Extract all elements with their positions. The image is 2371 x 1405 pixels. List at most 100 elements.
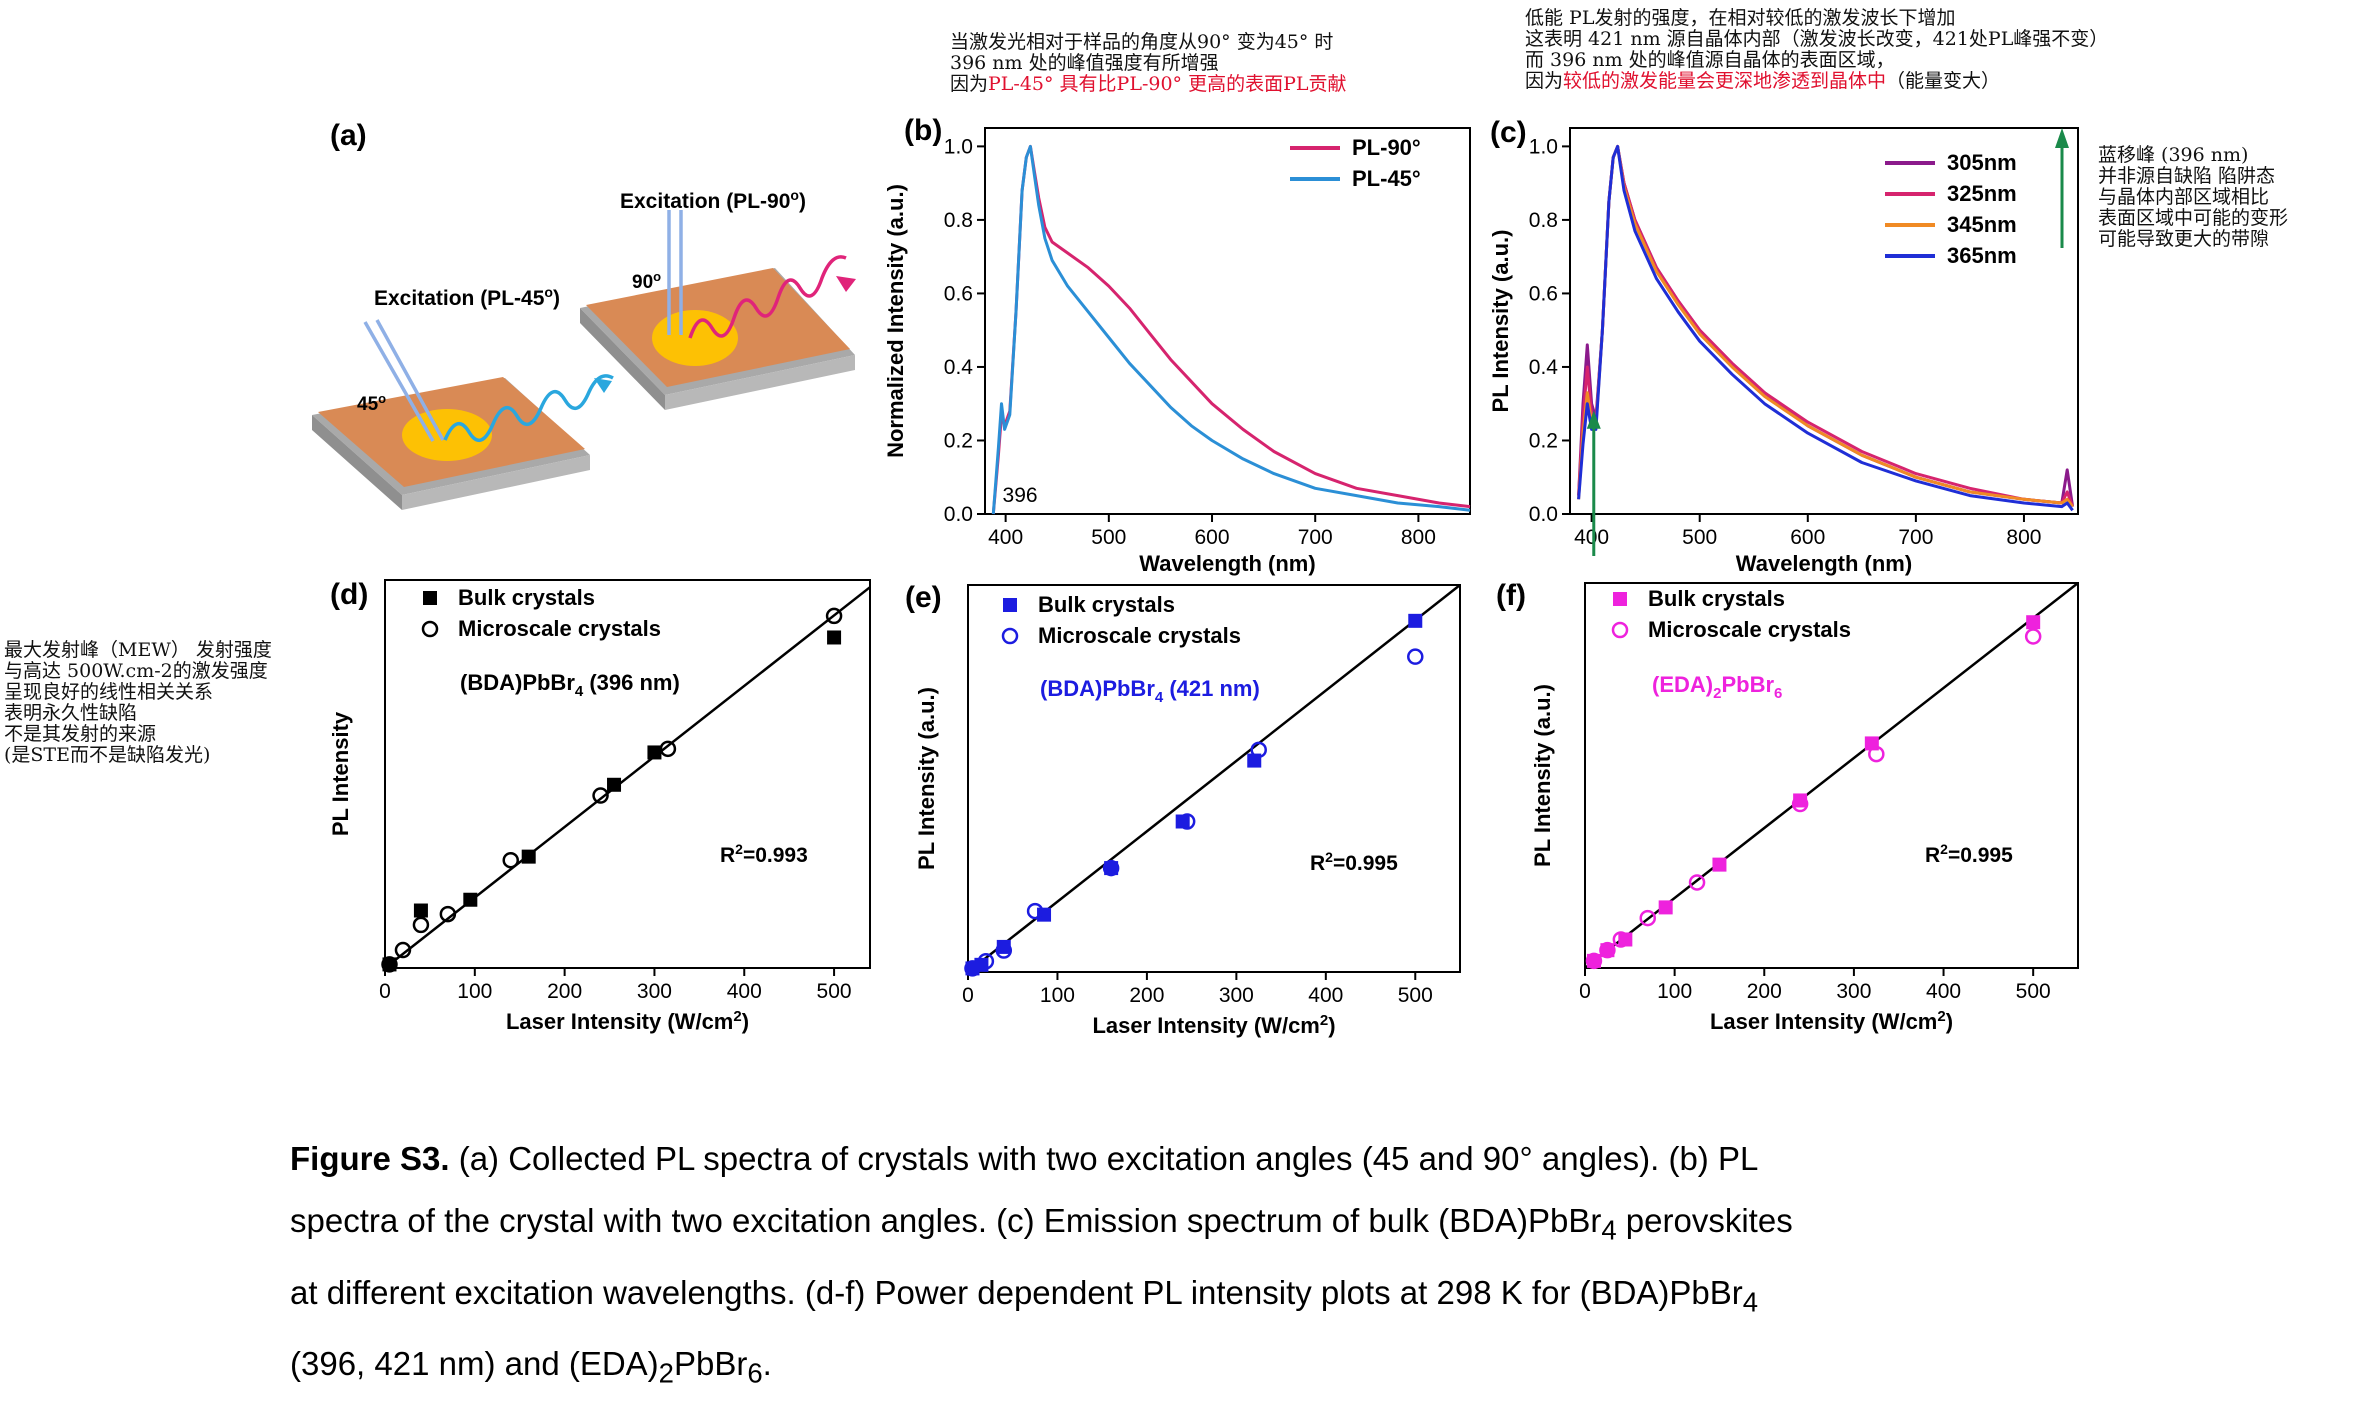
crystal-slab-90 xyxy=(580,268,855,410)
r-squared-label: R2=0.993 xyxy=(720,841,808,867)
legend-entry: Microscale crystals xyxy=(458,616,661,641)
chart-c: (c) 400 500 600 700 800 0.0 0.2 0.4 0.6 0.8 1.0 Wave… xyxy=(1488,116,2079,576)
emission-arrow-45 xyxy=(443,374,614,442)
data-point-microscale xyxy=(964,960,981,977)
linear-fit-line xyxy=(384,586,871,969)
emission-arrowhead-90 xyxy=(836,276,856,292)
y-tick-label: 1.0 xyxy=(944,135,973,158)
x-tick-label: 700 xyxy=(1298,526,1333,549)
data-point-microscale xyxy=(1599,941,1616,959)
panel-label-a: (a) xyxy=(330,119,367,152)
y-tick-label: 0.4 xyxy=(944,356,974,379)
emission-arrowhead-45 xyxy=(594,378,612,393)
data-point-bulk xyxy=(1037,907,1052,922)
x-tick-label: 200 xyxy=(1747,980,1782,1003)
panel-label: (d) xyxy=(330,578,368,611)
legend-marker-microscale xyxy=(421,620,439,638)
data-point-microscale xyxy=(1102,859,1120,877)
data-point-bulk xyxy=(2026,615,2041,630)
x-tick-label: 500 xyxy=(1091,526,1126,549)
plot-frame xyxy=(1584,582,2079,969)
data-point-bulk xyxy=(974,957,989,972)
linear-fit-line xyxy=(967,584,1461,973)
r-squared-label: R2=0.995 xyxy=(1310,849,1398,875)
data-point-bulk xyxy=(647,745,662,760)
x-tick-label: 400 xyxy=(1308,984,1343,1007)
chart-f: (f) 0 100 200 300 400 500 Laser Intensity (W/cm… xyxy=(1496,579,2079,1034)
y-tick-label: 0.0 xyxy=(944,503,973,526)
x-tick-label: 400 xyxy=(727,980,762,1003)
x-tick-label: 300 xyxy=(1836,980,1871,1003)
y-tick-label: 0.2 xyxy=(1529,429,1558,452)
data-point-bulk xyxy=(607,777,622,792)
legend-entry: PL-90° xyxy=(1352,135,1421,160)
panel-label: (e) xyxy=(905,581,942,614)
plot-frame xyxy=(384,579,871,969)
data-point-microscale xyxy=(825,607,843,625)
panel-label: (f) xyxy=(1496,579,1526,612)
data-point-bulk xyxy=(1712,857,1727,872)
x-tick-label: 800 xyxy=(2006,526,2041,549)
legend-marker-bulk xyxy=(423,591,437,605)
charts-layer: (b) 400 500 600 700 800 0.0 0.2 0.4 0.6 0.8 1.0 Wave… xyxy=(328,114,2079,1038)
arrow-blueshift-head xyxy=(2055,128,2069,148)
data-point-bulk xyxy=(382,957,397,972)
y-tick-label: 0.8 xyxy=(1529,209,1558,232)
x-tick-label: 100 xyxy=(457,980,492,1003)
x-tick-label: 500 xyxy=(1398,984,1433,1007)
data-point-microscale xyxy=(1178,813,1196,830)
x-tick-label: 600 xyxy=(1790,526,1825,549)
x-tick-label: 500 xyxy=(2016,980,2051,1003)
x-tick-label: 300 xyxy=(1219,984,1254,1007)
excitation-beam-45 xyxy=(363,319,445,442)
x-axis-label: Wavelength (nm) xyxy=(1139,551,1315,576)
data-point-microscale xyxy=(2024,628,2042,645)
plot-frame xyxy=(967,584,1461,973)
legend-marker-bulk xyxy=(1613,592,1627,606)
data-point-microscale xyxy=(1688,874,1706,891)
data-point-bulk xyxy=(827,630,842,645)
excitation-45-label: Excitation (PL-45o) xyxy=(374,284,560,310)
x-axis-label: Laser Intensity (W/cm2) xyxy=(506,1008,749,1034)
arrow-396-head xyxy=(1586,410,1601,429)
x-tick-label: 700 xyxy=(1898,526,1933,549)
excitation-90-label: Excitation (PL-90o) xyxy=(620,187,806,213)
data-point-microscale xyxy=(412,916,430,934)
x-tick-label: 500 xyxy=(817,980,852,1003)
schematic-panel-a: (a) Excitatio xyxy=(312,119,856,510)
data-point-bulk xyxy=(1175,814,1190,829)
x-tick-label: 200 xyxy=(1129,984,1164,1007)
y-axis-label: Normalized Intensity (a.u.) xyxy=(883,184,908,458)
plot-frame xyxy=(1569,127,2079,515)
x-tick-label: 400 xyxy=(1926,980,1961,1003)
data-point-microscale xyxy=(1612,931,1630,948)
data-point-microscale xyxy=(394,941,412,959)
note-blue-shift: 蓝移峰 (396 nm) 并非源自缺陷 陷阱态 与晶体内部区域相比 表面区域中可能的变… xyxy=(2098,144,2289,250)
x-tick-label: 100 xyxy=(1040,984,1075,1007)
y-tick-label: 0.8 xyxy=(944,209,973,232)
x-tick-label: 400 xyxy=(1574,526,1609,549)
y-axis-label: PL Intensity (a.u.) xyxy=(1530,684,1555,867)
x-tick-label: 0 xyxy=(379,980,391,1003)
legend-entry: Bulk crystals xyxy=(1648,586,1785,611)
x-axis-label: Laser Intensity (W/cm2) xyxy=(1710,1008,1953,1034)
data-point-bulk xyxy=(1658,900,1673,915)
data-point-microscale xyxy=(659,740,677,758)
data-point-microscale xyxy=(995,942,1013,959)
series-line-PL45 xyxy=(991,144,1471,515)
note-panel-b: 当激发光相对于样品的角度从90° 变为45° 时 396 nm 处的峰值强度有所增… xyxy=(950,31,1347,95)
data-point-bulk xyxy=(1600,943,1615,958)
emission-arrow-90 xyxy=(688,255,847,339)
data-point-microscale xyxy=(1585,952,1603,970)
chart-d: (d) 0 100 200 300 400 500 Laser Intensity (W/cm… xyxy=(328,578,871,1034)
note-panel-c: 低能 PL发射的强度，在相对较低的激发波长下增加 这表明 421 nm 源自晶体内… xyxy=(1525,7,2109,92)
chart-b: (b) 400 500 600 700 800 0.0 0.2 0.4 0.6 0.8 1.0 Wave… xyxy=(883,114,1471,576)
data-point-microscale xyxy=(1407,648,1424,665)
caption-line-3: at different excitation wavelengths. (d-… xyxy=(290,1273,1759,1318)
angle-45-label: 45o xyxy=(357,391,386,415)
x-tick-label: 500 xyxy=(1682,526,1717,549)
chart-e: (e) 0 100 200 300 400 500 Laser Intensity (W/cm… xyxy=(905,581,1461,1038)
chart-title: (EDA)2PbBr6 xyxy=(1652,672,1782,702)
legend-entry: Bulk crystals xyxy=(1038,592,1175,617)
x-axis-label: Wavelength (nm) xyxy=(1736,551,1912,576)
